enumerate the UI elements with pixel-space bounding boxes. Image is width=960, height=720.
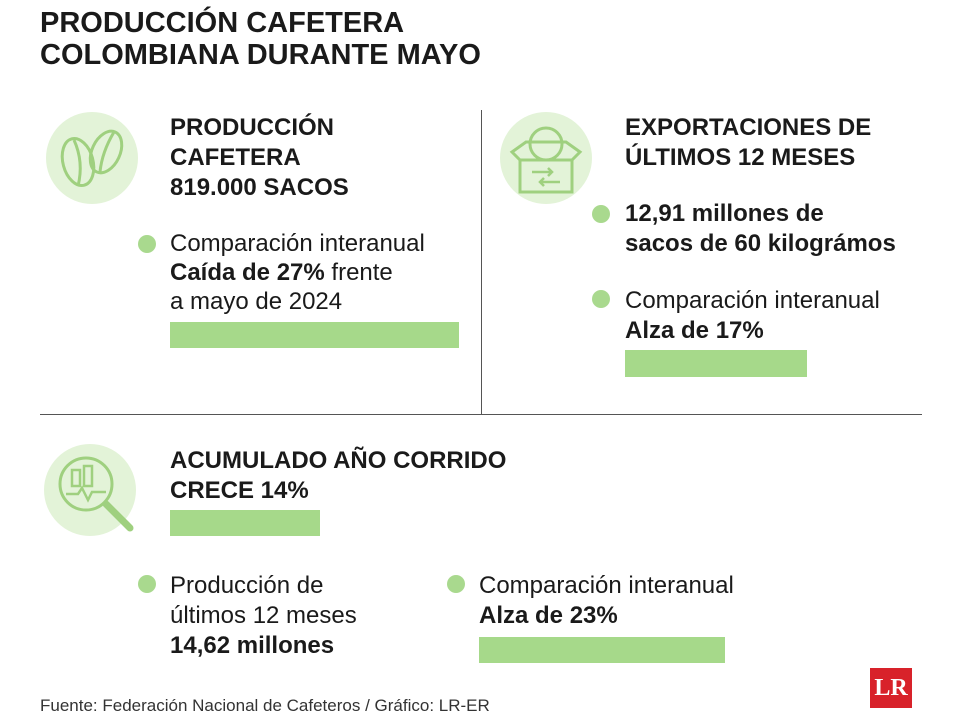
text-line: Alza de 23% xyxy=(479,602,618,629)
heading-line: 819.000 SACOS xyxy=(170,174,349,201)
analysis-icon xyxy=(44,444,136,536)
title-line: COLOMBIANA DURANTE MAYO xyxy=(40,39,481,71)
heading-line: EXPORTACIONES DE xyxy=(625,114,872,141)
bullet xyxy=(138,235,156,253)
title-line: PRODUCCIÓN CAFETERA xyxy=(40,7,405,39)
highlight-bar xyxy=(170,510,320,536)
logo: LR xyxy=(870,668,912,708)
highlight-bar xyxy=(625,350,807,377)
bullet xyxy=(138,575,156,593)
text-line: 12,91 millones de xyxy=(625,200,824,227)
heading-line: ACUMULADO AÑO CORRIDO xyxy=(170,447,507,474)
text-line: Alza de 17% xyxy=(625,317,764,344)
text-line: Comparación interanual xyxy=(479,572,734,599)
bullet xyxy=(592,205,610,223)
heading-line: ÚLTIMOS 12 MESES xyxy=(625,144,856,171)
heading-line: CAFETERA xyxy=(170,144,301,171)
text-line: a mayo de 2024 xyxy=(170,288,343,315)
divider xyxy=(481,110,482,414)
bold-text: Caída de 27% xyxy=(170,259,325,286)
text-line: 14,62 millones xyxy=(170,632,335,659)
text-line: Comparación interanual xyxy=(625,287,880,314)
text-line: últimos 12 meses xyxy=(170,602,357,629)
export-icon xyxy=(500,112,592,204)
divider xyxy=(40,414,922,415)
coffee-icon xyxy=(46,112,138,204)
text-line: sacos de 60 kilográmos xyxy=(625,230,896,257)
text: frente xyxy=(324,259,393,286)
bullet xyxy=(447,575,465,593)
text-line: Comparación interanual xyxy=(170,230,425,257)
heading-line: PRODUCCIÓN xyxy=(170,114,335,141)
source: Fuente: Federación Nacional de Cafeteros… xyxy=(40,696,490,715)
bullet xyxy=(592,290,610,308)
text-line: Caída de 27% frente xyxy=(170,258,393,288)
highlight-bar xyxy=(170,322,459,348)
heading-line: CRECE 14% xyxy=(170,477,309,504)
text-line: Producción de xyxy=(170,572,324,599)
highlight-bar xyxy=(479,637,725,663)
